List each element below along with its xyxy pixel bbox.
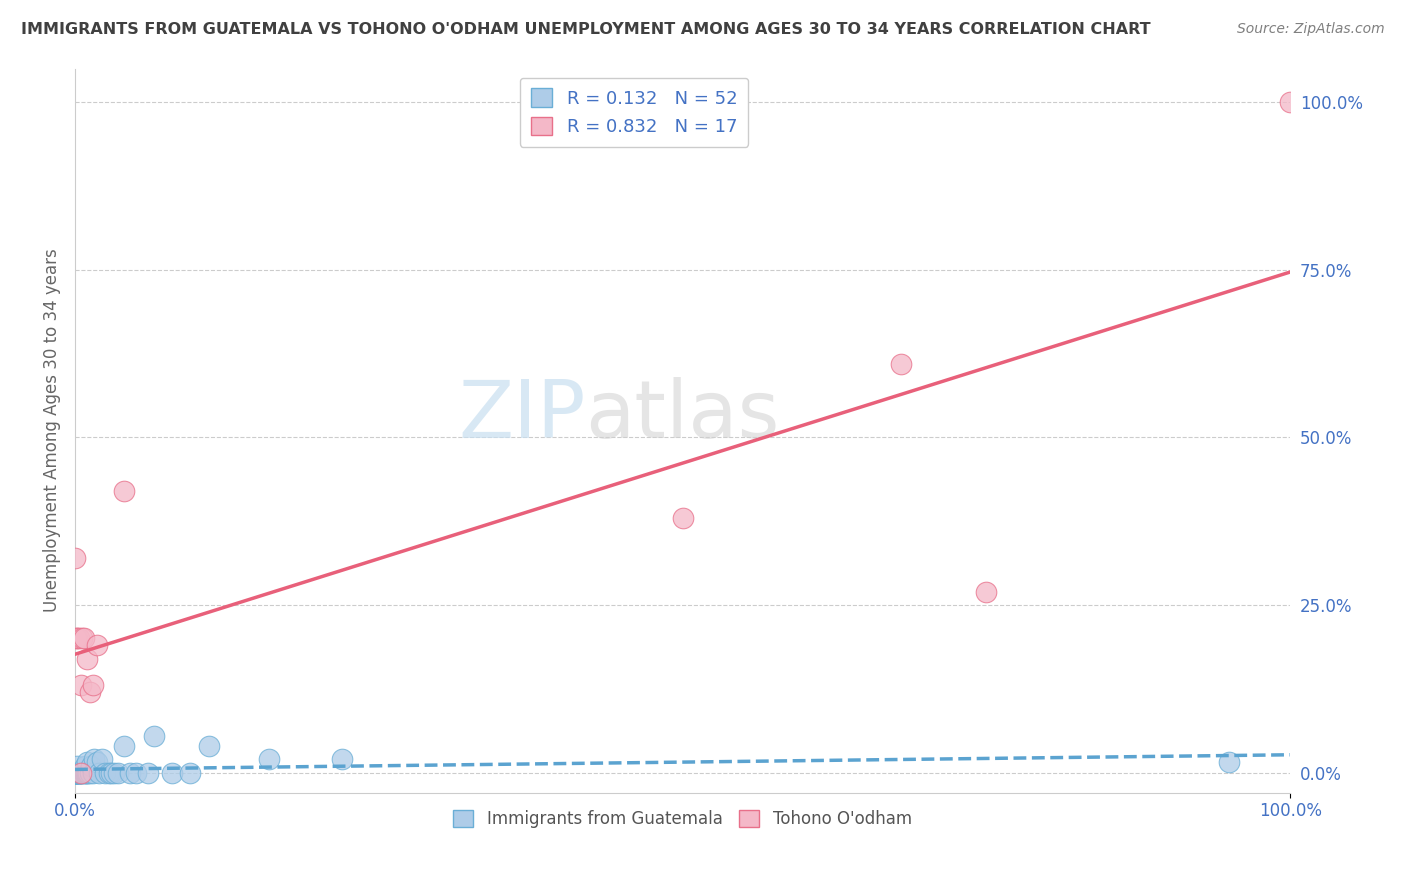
Point — [136, 765, 159, 780]
Point — [98, 765, 121, 780]
Point — [65, 765, 87, 780]
Point — [259, 752, 281, 766]
Point — [65, 632, 87, 646]
Point — [65, 765, 87, 780]
Point — [63, 551, 86, 566]
Point — [66, 632, 89, 646]
Point — [66, 765, 89, 780]
Point — [72, 632, 94, 646]
Point — [67, 765, 90, 780]
Point — [70, 765, 93, 780]
Point — [63, 765, 86, 780]
Point — [118, 765, 141, 780]
Point — [70, 678, 93, 692]
Point — [75, 765, 97, 780]
Point — [69, 765, 91, 780]
Point — [66, 759, 89, 773]
Point — [112, 483, 135, 498]
Point — [94, 765, 117, 780]
Point — [160, 765, 183, 780]
Point — [82, 765, 104, 780]
Point — [671, 510, 693, 524]
Point — [1279, 95, 1302, 109]
Point — [125, 765, 148, 780]
Point — [143, 729, 166, 743]
Point — [112, 739, 135, 753]
Point — [72, 765, 94, 780]
Legend: Immigrants from Guatemala, Tohono O'odham: Immigrants from Guatemala, Tohono O'odha… — [447, 804, 918, 835]
Point — [976, 584, 998, 599]
Point — [79, 685, 101, 699]
Point — [330, 752, 353, 766]
Point — [197, 739, 219, 753]
Point — [83, 752, 105, 766]
Point — [65, 765, 87, 780]
Point — [107, 765, 129, 780]
Point — [86, 756, 108, 770]
Point — [89, 765, 111, 780]
Point — [82, 678, 104, 692]
Point — [63, 765, 86, 780]
Point — [86, 638, 108, 652]
Point — [76, 756, 98, 770]
Point — [72, 765, 94, 780]
Point — [1218, 756, 1240, 770]
Point — [103, 765, 125, 780]
Point — [76, 651, 98, 665]
Point — [90, 752, 112, 766]
Point — [80, 759, 103, 773]
Point — [65, 765, 87, 780]
Text: atlas: atlas — [585, 377, 780, 455]
Text: ZIP: ZIP — [458, 377, 585, 455]
Point — [179, 765, 201, 780]
Text: IMMIGRANTS FROM GUATEMALA VS TOHONO O'ODHAM UNEMPLOYMENT AMONG AGES 30 TO 34 YEA: IMMIGRANTS FROM GUATEMALA VS TOHONO O'OD… — [21, 22, 1150, 37]
Y-axis label: Unemployment Among Ages 30 to 34 years: Unemployment Among Ages 30 to 34 years — [44, 249, 60, 613]
Point — [65, 765, 87, 780]
Text: Source: ZipAtlas.com: Source: ZipAtlas.com — [1237, 22, 1385, 37]
Point — [66, 765, 89, 780]
Point — [79, 765, 101, 780]
Point — [73, 765, 96, 780]
Point — [76, 765, 98, 780]
Point — [67, 765, 90, 780]
Point — [67, 765, 90, 780]
Point — [890, 357, 912, 371]
Point — [69, 765, 91, 780]
Point — [63, 765, 86, 780]
Point — [63, 765, 86, 780]
Point — [77, 765, 100, 780]
Point — [63, 765, 86, 780]
Point — [70, 765, 93, 780]
Point — [100, 765, 122, 780]
Point — [72, 632, 94, 646]
Point — [67, 632, 90, 646]
Point — [66, 765, 89, 780]
Point — [70, 765, 93, 780]
Point — [73, 759, 96, 773]
